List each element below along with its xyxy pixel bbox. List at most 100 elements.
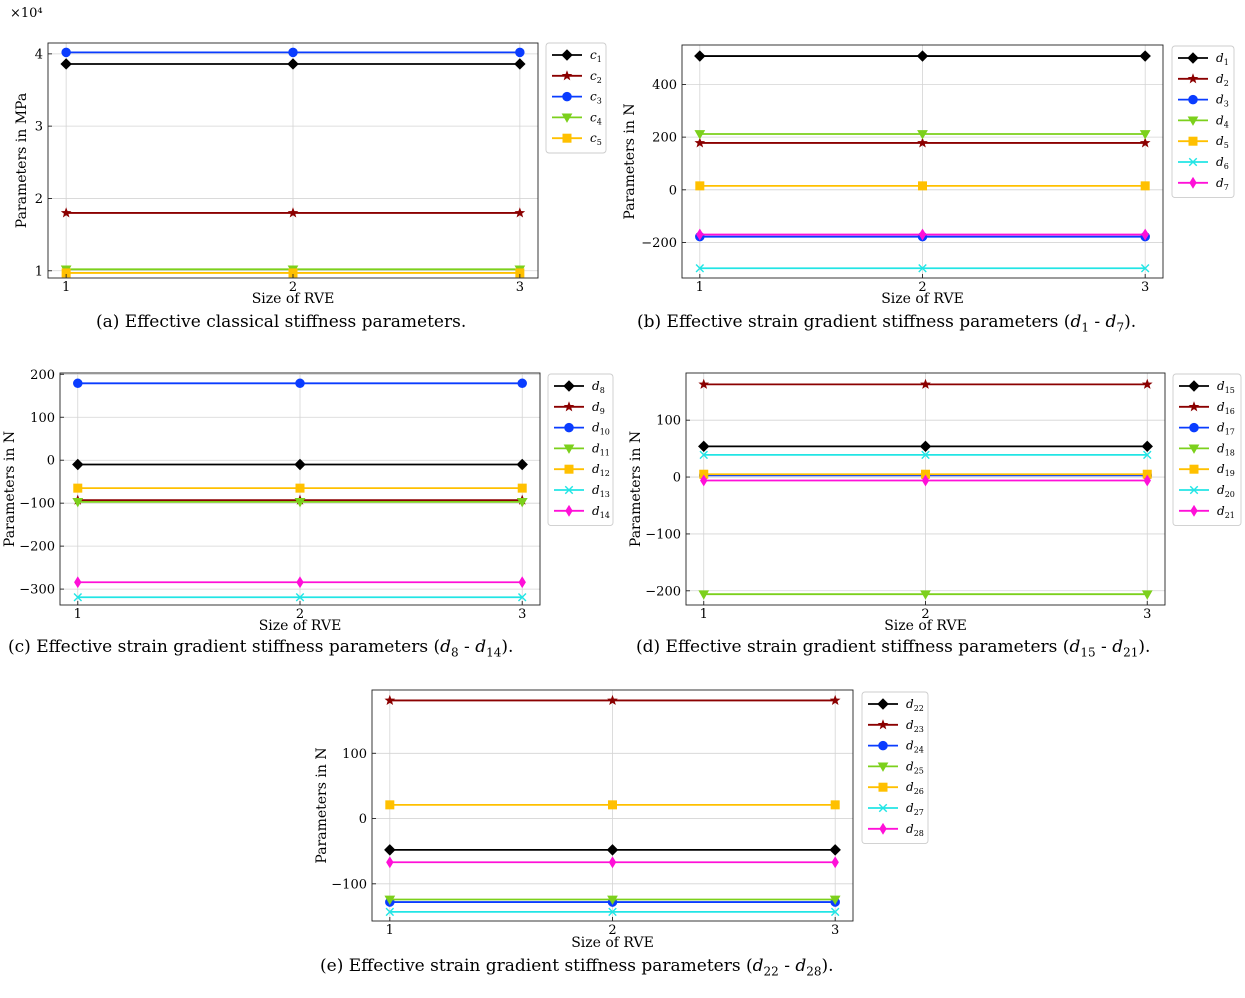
y-tick-label: −200 bbox=[645, 584, 681, 599]
data-point-d7-2 bbox=[918, 228, 927, 241]
legend: d8 d9 d10 d11 d12 d13 d14 bbox=[547, 373, 614, 527]
data-point-d27-2 bbox=[608, 907, 617, 917]
data-point-d28-2 bbox=[608, 856, 617, 869]
x-tick-label: 2 bbox=[921, 607, 929, 622]
y-tick-label: −300 bbox=[19, 583, 55, 598]
chart-panel-4: 1 2 3 −200 −100 0 100 Size of RVE Parameters in … bbox=[628, 372, 1242, 634]
series-d18 bbox=[698, 590, 1153, 600]
y-tick-label: −200 bbox=[19, 540, 55, 555]
x-tick-label: 3 bbox=[1143, 607, 1151, 622]
data-point-d14-2 bbox=[296, 576, 304, 589]
legend-label-c4: c4 bbox=[590, 110, 602, 126]
legend-item-d12: d12 bbox=[554, 462, 610, 478]
legend-item-c1: c1 bbox=[552, 48, 602, 64]
series-d19 bbox=[699, 469, 1152, 479]
legend-marker-d21 bbox=[1190, 504, 1198, 517]
legend-item-d18: d18 bbox=[1179, 441, 1235, 457]
legend-item-d9: d9 bbox=[554, 400, 605, 416]
data-point-d21-3 bbox=[1143, 474, 1151, 487]
x-axis-label: Size of RVE bbox=[881, 291, 964, 307]
data-point-d16-1 bbox=[698, 378, 710, 389]
legend-marker-d18 bbox=[1188, 444, 1200, 454]
legend-item-d13: d13 bbox=[554, 483, 610, 499]
data-point-d8-2 bbox=[294, 458, 306, 471]
legend-label-d5: d5 bbox=[1216, 134, 1229, 150]
legend-marker-d12 bbox=[564, 464, 574, 474]
x-axis-label: Size of RVE bbox=[252, 291, 335, 307]
legend: d1 d2 d3 d4 d5 d6 d7 bbox=[1171, 45, 1235, 199]
gridlines bbox=[682, 45, 1163, 278]
legend-item-d7: d7 bbox=[1178, 176, 1229, 192]
legend-label-d12: d12 bbox=[592, 462, 610, 478]
legend-marker-d19 bbox=[1189, 464, 1199, 474]
data-point-d23-1 bbox=[384, 694, 396, 705]
legend-label-d22: d22 bbox=[906, 697, 924, 713]
legend-label-c5: c5 bbox=[590, 131, 602, 147]
legend-item-d19: d19 bbox=[1179, 462, 1235, 478]
series-d8 bbox=[72, 458, 528, 471]
y-tick-label: −200 bbox=[641, 236, 677, 251]
legend-label-d26: d26 bbox=[906, 780, 924, 796]
legend-marker-d8 bbox=[563, 380, 575, 392]
data-point-d12-3 bbox=[517, 483, 527, 493]
legend-item-d10: d10 bbox=[554, 421, 610, 437]
legend-item-d28: d28 bbox=[868, 822, 924, 838]
legend-label-d25: d25 bbox=[906, 759, 924, 775]
series-d28 bbox=[386, 856, 839, 869]
x-axis-label: Size of RVE bbox=[259, 618, 342, 634]
data-point-d21-2 bbox=[921, 474, 930, 487]
legend-item-c2: c2 bbox=[552, 69, 602, 85]
y-tick-label: 1 bbox=[35, 264, 43, 279]
y-tick-label: 200 bbox=[652, 131, 677, 146]
legend-marker-d16 bbox=[1188, 401, 1200, 412]
legend-item-c4: c4 bbox=[552, 110, 602, 126]
legend-item-d2: d2 bbox=[1178, 72, 1229, 88]
series-d7 bbox=[696, 228, 1149, 241]
legend-marker-d7 bbox=[1189, 176, 1197, 189]
legend-item-d24: d24 bbox=[868, 739, 924, 755]
data-point-d26-3 bbox=[830, 800, 840, 810]
chart-panel-3: 1 2 3 −300 −200 −100 0 100 200 Size of RVE Paramet… bbox=[2, 368, 614, 634]
legend-marker-c5 bbox=[562, 133, 572, 143]
data-point-d28-1 bbox=[386, 856, 394, 869]
legend-frame bbox=[545, 42, 607, 154]
legend-item-d15: d15 bbox=[1179, 379, 1235, 395]
y-tick-label: 100 bbox=[30, 411, 55, 426]
x-axis-label: Size of RVE bbox=[884, 618, 967, 634]
data-point-d12-2 bbox=[295, 483, 305, 493]
y-tick-label: 0 bbox=[359, 812, 367, 827]
series-d10 bbox=[73, 378, 527, 389]
series-d26 bbox=[385, 800, 840, 810]
data-point-d8-1 bbox=[72, 458, 84, 471]
legend-label-d28: d28 bbox=[906, 822, 924, 838]
figure-caption-d: (d) Effective strain gradient stiffness … bbox=[636, 637, 1151, 660]
data-point-d5-2 bbox=[918, 181, 927, 191]
figure-caption-e: (e) Effective strain gradient stiffness … bbox=[320, 956, 834, 979]
data-point-d10-2 bbox=[295, 378, 305, 389]
legend-label-d13: d13 bbox=[592, 483, 610, 499]
legend-label-d15: d15 bbox=[1217, 379, 1235, 395]
data-point-d6-2 bbox=[918, 264, 927, 273]
legend-label-c1: c1 bbox=[590, 48, 602, 64]
y-tick-label: 400 bbox=[652, 78, 677, 93]
data-point-d11-2 bbox=[294, 498, 306, 508]
data-point-d6-1 bbox=[695, 264, 705, 273]
series-d25 bbox=[384, 895, 841, 905]
data-point-d23-2 bbox=[607, 694, 618, 705]
legend-item-c5: c5 bbox=[552, 131, 602, 147]
legend-label-d3: d3 bbox=[1216, 93, 1229, 109]
figure-caption-a: (a) Effective classical stiffness parame… bbox=[96, 312, 467, 332]
legend-label-d8: d8 bbox=[592, 379, 605, 395]
data-point-d21-1 bbox=[700, 474, 708, 487]
legend-frame bbox=[547, 373, 614, 527]
legend-item-d21: d21 bbox=[1179, 504, 1235, 520]
legend-item-d26: d26 bbox=[868, 780, 924, 796]
legend-frame bbox=[861, 691, 929, 845]
y-tick-label: 4 bbox=[35, 47, 43, 62]
legend-item-d22: d22 bbox=[868, 697, 924, 713]
series-d16 bbox=[698, 378, 1153, 389]
series-d27 bbox=[385, 907, 840, 917]
series-c5 bbox=[61, 268, 525, 278]
legend-label-d19: d19 bbox=[1217, 462, 1235, 478]
figure-caption-b: (b) Effective strain gradient stiffness … bbox=[637, 312, 1137, 335]
